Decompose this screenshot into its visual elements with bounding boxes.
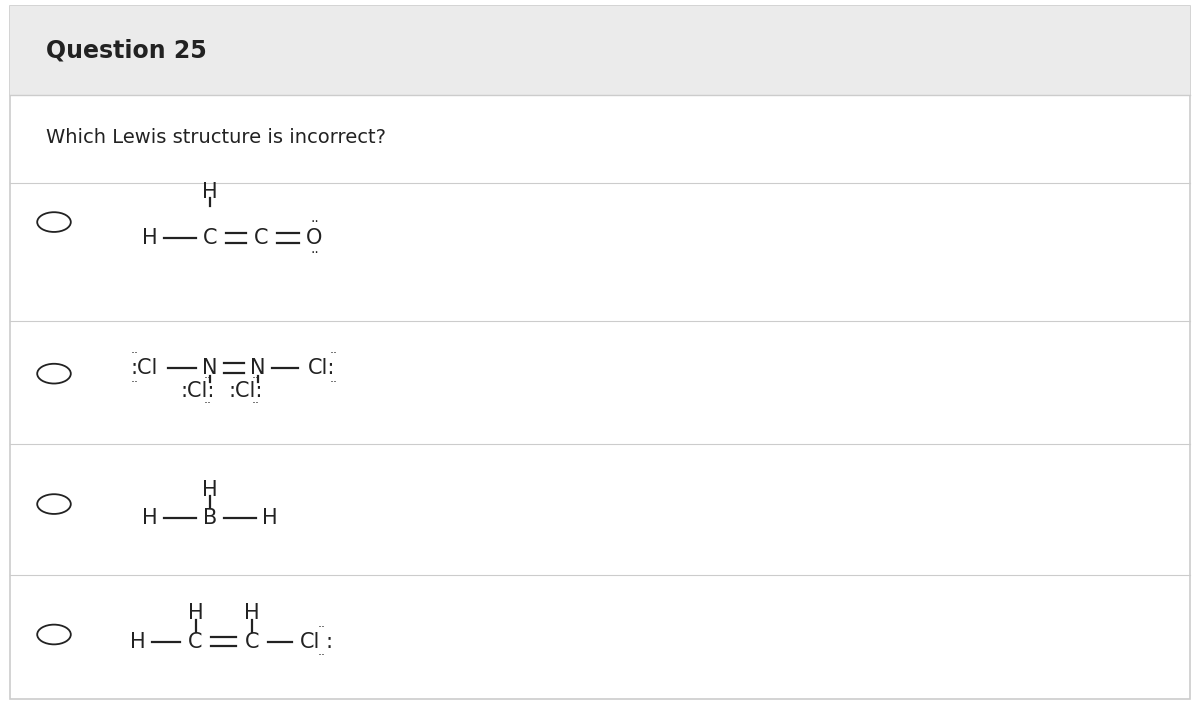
Text: H: H bbox=[142, 508, 158, 528]
Text: C: C bbox=[188, 632, 203, 651]
Text: H: H bbox=[130, 632, 146, 651]
Text: ··: ·· bbox=[131, 348, 138, 360]
Text: C: C bbox=[203, 228, 217, 247]
Text: N: N bbox=[203, 358, 217, 378]
Text: ··: ·· bbox=[252, 398, 259, 410]
Bar bbox=[10, 6, 1190, 95]
Text: :Cl:: :Cl: bbox=[181, 381, 215, 401]
Text: H: H bbox=[202, 480, 218, 500]
Text: Which Lewis structure is incorrect?: Which Lewis structure is incorrect? bbox=[46, 128, 385, 147]
Text: Question 25: Question 25 bbox=[46, 39, 206, 63]
Text: H: H bbox=[142, 228, 158, 247]
Text: ··: ·· bbox=[204, 372, 211, 385]
Text: ··: ·· bbox=[310, 215, 319, 229]
Text: H: H bbox=[202, 182, 218, 202]
Text: H: H bbox=[262, 508, 278, 528]
Text: H: H bbox=[244, 603, 260, 623]
Text: :Cl:: :Cl: bbox=[229, 381, 263, 401]
Text: ··: ·· bbox=[204, 398, 211, 410]
Text: ··: ·· bbox=[330, 376, 337, 388]
Text: Cl: Cl bbox=[300, 632, 319, 651]
Text: ··: ·· bbox=[318, 621, 325, 634]
Text: H: H bbox=[187, 603, 204, 623]
Text: :: : bbox=[325, 632, 332, 651]
Text: B: B bbox=[203, 508, 217, 528]
Text: ··: ·· bbox=[318, 649, 325, 662]
Text: :Cl: :Cl bbox=[131, 358, 157, 378]
Text: O: O bbox=[306, 228, 323, 247]
FancyBboxPatch shape bbox=[10, 6, 1190, 699]
Text: N: N bbox=[251, 358, 265, 378]
Text: C: C bbox=[254, 228, 269, 247]
Text: C: C bbox=[245, 632, 259, 651]
Text: Cl:: Cl: bbox=[308, 358, 335, 378]
Text: ··: ·· bbox=[330, 348, 337, 360]
Text: ··: ·· bbox=[252, 372, 259, 385]
Text: ··: ·· bbox=[131, 376, 138, 388]
Text: ··: ·· bbox=[310, 246, 319, 260]
